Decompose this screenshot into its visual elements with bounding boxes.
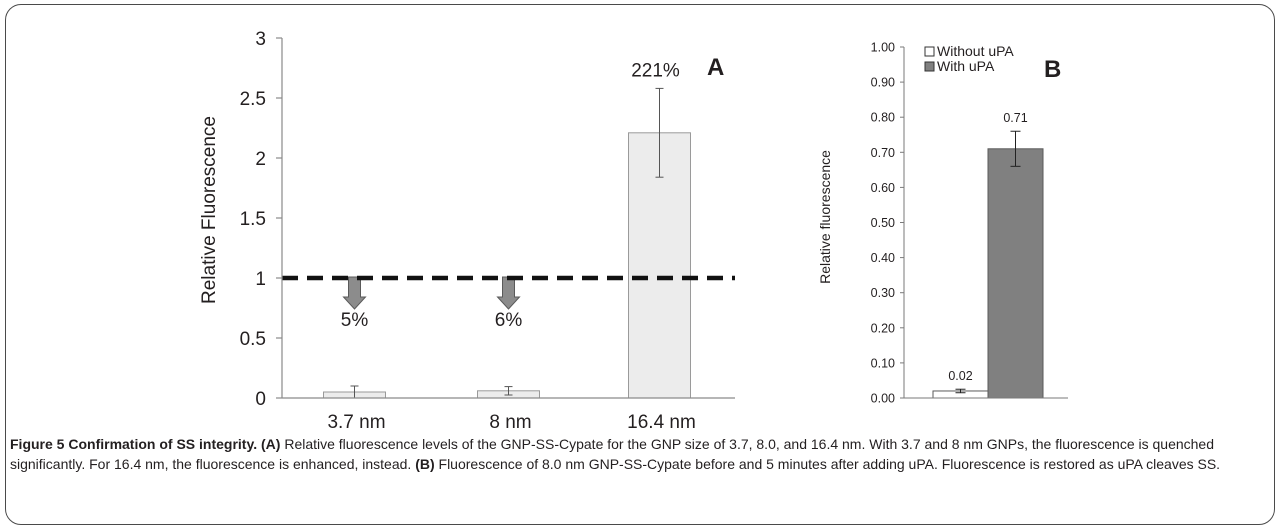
y-tick-label-b: 0.50: [871, 216, 895, 230]
y-tick-label-b: 0.80: [871, 111, 895, 125]
y-tick-label: 2.5: [240, 89, 266, 110]
legend-swatch: [924, 46, 935, 57]
caption-tag-a: (A): [261, 436, 281, 452]
y-tick-label-b: 0.60: [871, 181, 895, 195]
y-tick-label-b: 0.30: [871, 286, 895, 300]
figure-caption: Figure 5 Confirmation of SS integrity. (…: [10, 435, 1272, 474]
legend-label: With uPA: [937, 58, 995, 74]
caption-text-b: Fluorescence of 8.0 nm GNP-SS-Cypate bef…: [434, 455, 1221, 472]
figure-frame: [5, 4, 1275, 525]
caption-title: Confirmation of SS integrity.: [68, 436, 258, 452]
y-tick-label-b: 0.00: [871, 392, 895, 406]
legend-label: Without uPA: [937, 43, 1014, 59]
y-tick-label-b: 0.40: [871, 251, 895, 265]
y-tick-label-b: 1.00: [871, 41, 895, 55]
panel-label-a: A: [707, 54, 724, 81]
caption-label: Figure 5: [10, 436, 65, 452]
y-axis-label: Relative Fluorescence: [199, 116, 220, 304]
legend-swatch: [924, 61, 935, 72]
caption-tag-b: (B): [415, 455, 435, 472]
y-tick-label: 1.5: [240, 209, 266, 230]
y-tick-label: 0: [255, 389, 266, 410]
y-tick-label-b: 0.20: [871, 321, 895, 335]
data-label-b: 0.02: [948, 369, 972, 383]
y-tick-label-b: 0.90: [871, 76, 895, 90]
data-label: 221%: [631, 60, 680, 81]
y-tick-label-b: 0.10: [871, 356, 895, 370]
x-tick-label: 8 nm: [489, 412, 531, 433]
data-label: 5%: [341, 310, 369, 331]
data-label-b: 0.71: [1003, 111, 1027, 125]
y-axis-label-b: Relative fluorescence: [817, 150, 833, 284]
bar-b: [987, 148, 1044, 399]
panel-label-b: B: [1044, 56, 1061, 83]
down-arrow-icon: [342, 276, 367, 310]
data-label: 6%: [495, 310, 523, 331]
x-tick-label: 3.7 nm: [327, 412, 385, 433]
y-tick-label-b: 0.70: [871, 146, 895, 160]
y-tick-label: 0.5: [240, 329, 266, 350]
y-tick-label: 3: [255, 29, 266, 50]
y-tick-label: 1: [255, 269, 266, 290]
x-tick-label: 16.4 nm: [627, 412, 696, 433]
caption-text-a: Relative fluorescence levels of the GNP-…: [10, 436, 1214, 472]
down-arrow-icon: [496, 276, 521, 310]
y-tick-label: 2: [255, 149, 266, 170]
